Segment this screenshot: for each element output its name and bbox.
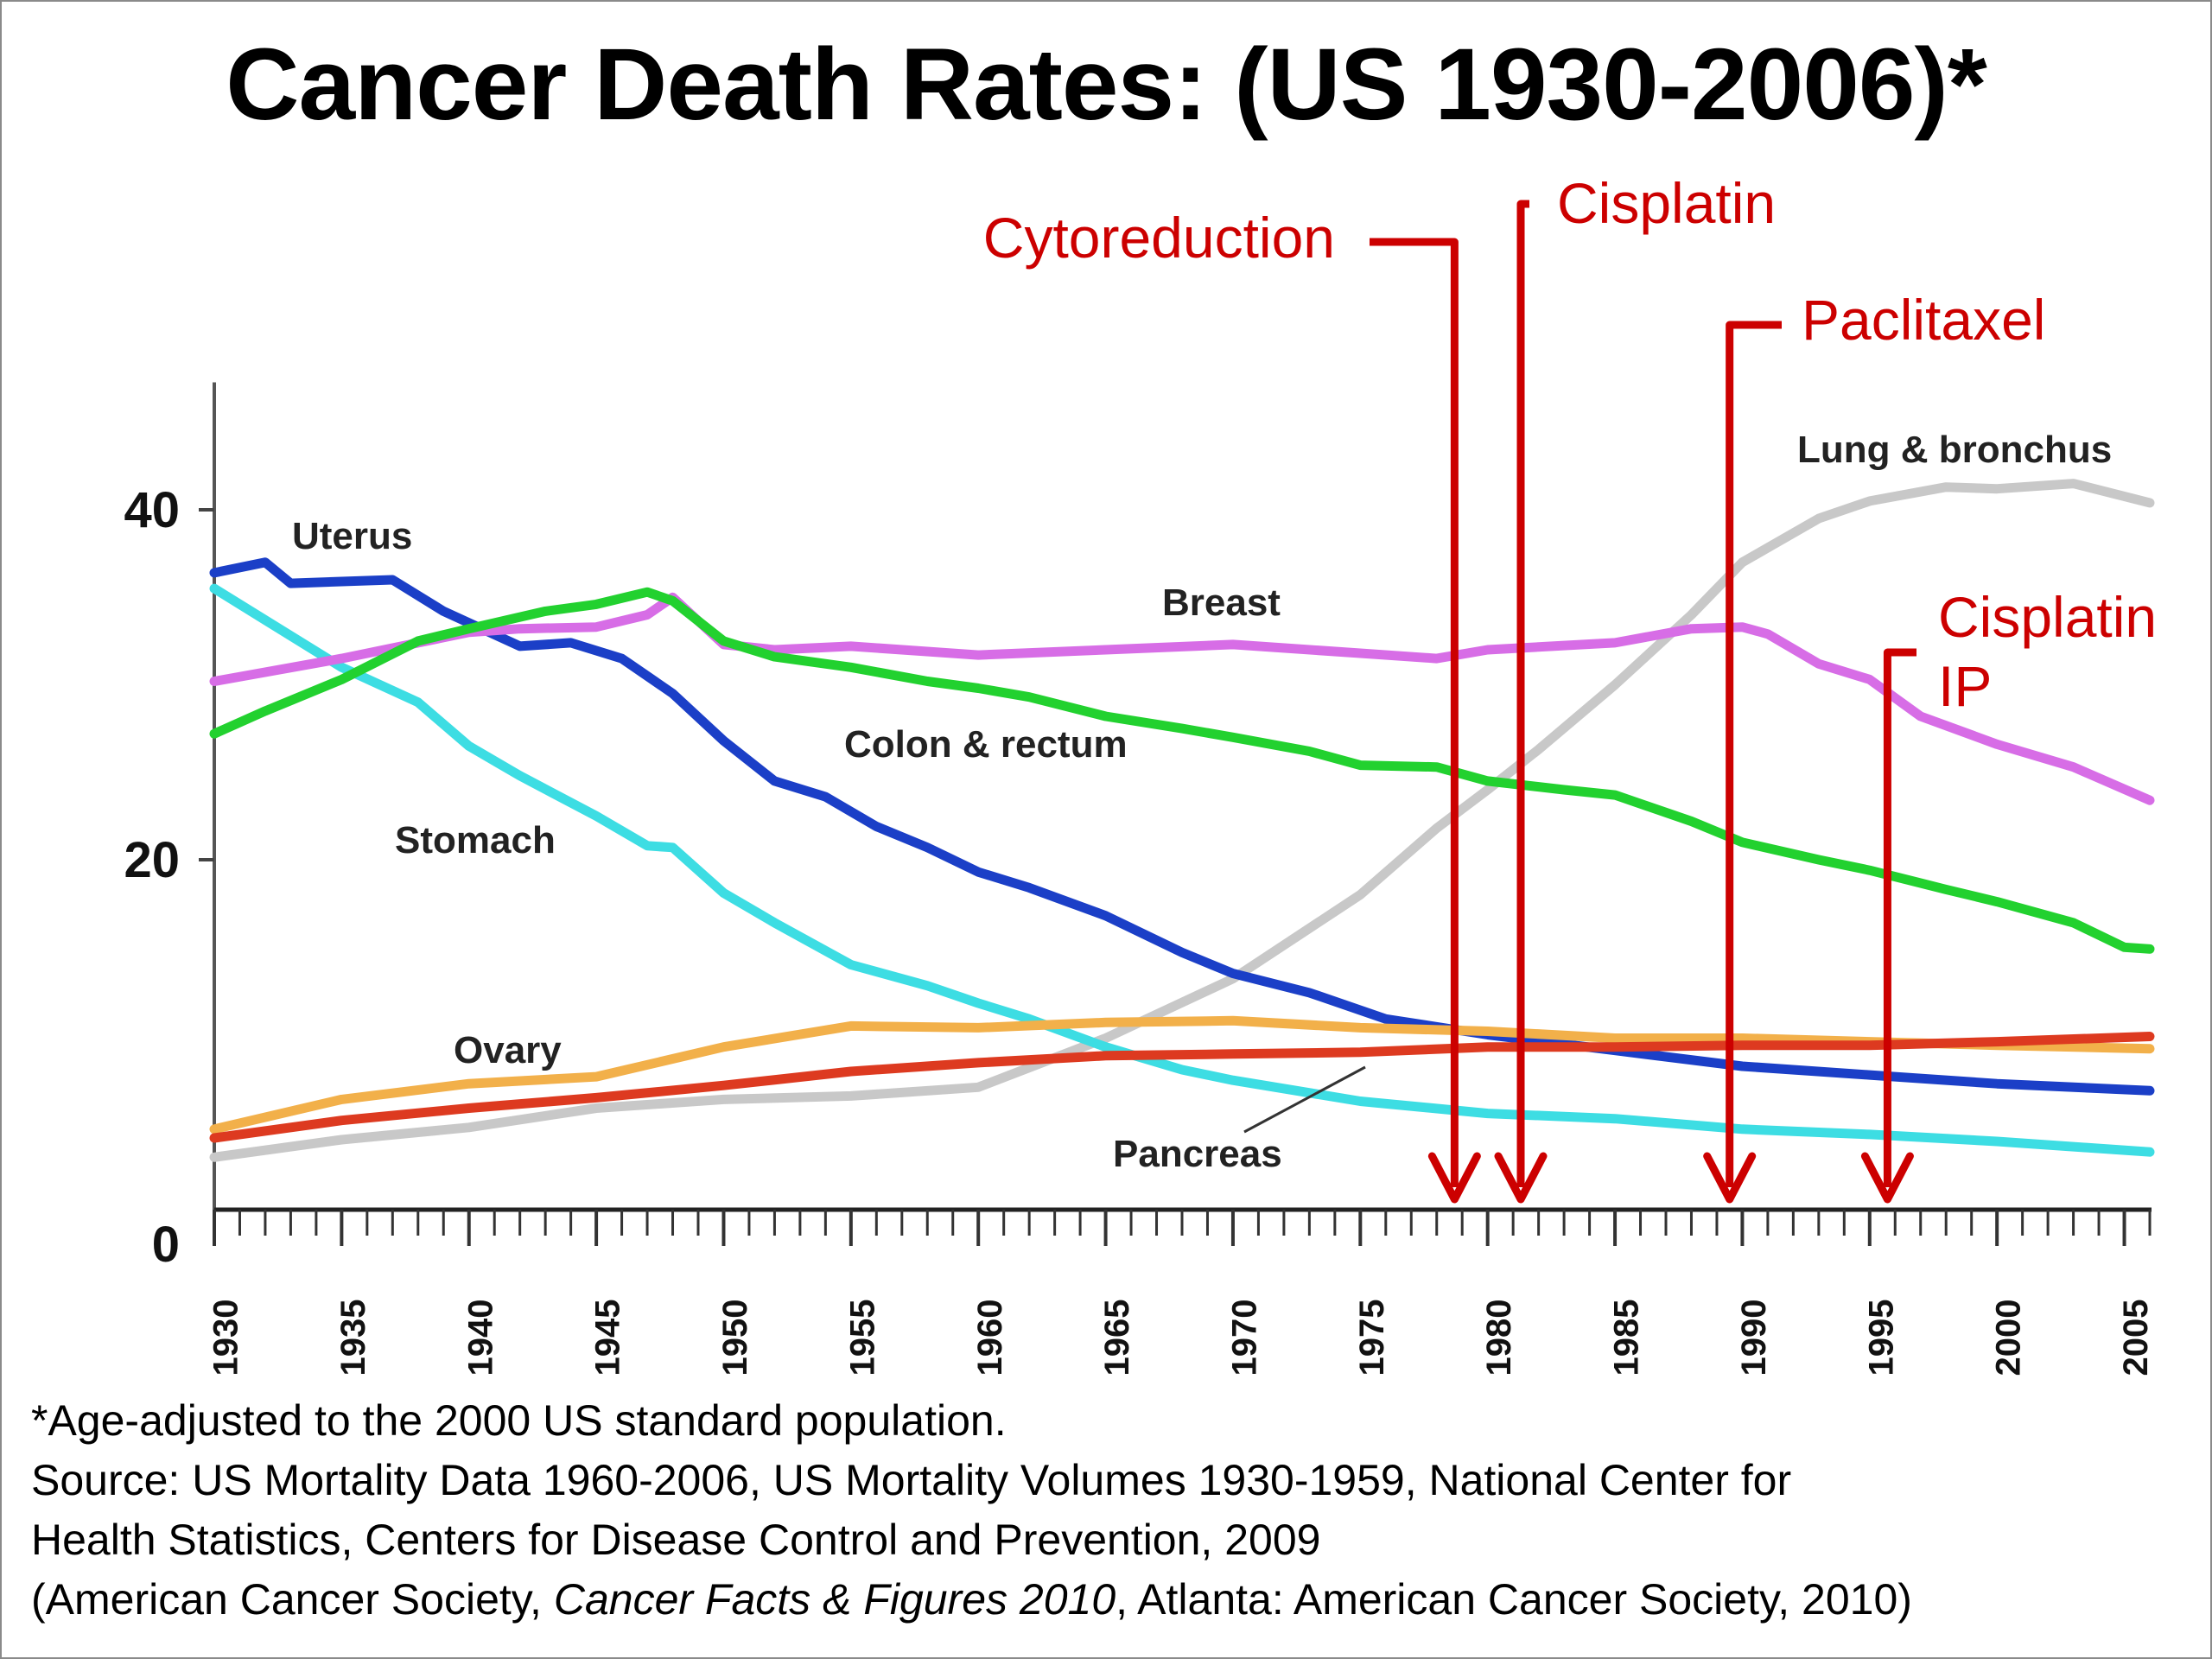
y-tick-label: 20 xyxy=(124,832,180,888)
annotation-arrow-head xyxy=(1703,1152,1757,1204)
x-tick-label: 1995 xyxy=(1862,1300,1900,1376)
x-tick-label: 1945 xyxy=(589,1300,627,1376)
series-label: Uterus xyxy=(292,515,412,557)
x-tick-label: 1970 xyxy=(1226,1300,1264,1376)
series-line-pancreas xyxy=(209,1032,2155,1143)
footnote-citation-post: , Atlanta: American Cancer Society, 2010… xyxy=(1116,1575,1912,1624)
footnote-line-3: Health Statistics, Centers for Disease C… xyxy=(31,1516,1321,1564)
x-tick-label: 1960 xyxy=(971,1300,1009,1376)
chart-annotations: Cytoreduction Cisplatin Paclitaxel Cisplati… xyxy=(983,171,2157,1204)
x-tick-label: 1965 xyxy=(1098,1300,1136,1376)
x-tick-label: 1955 xyxy=(843,1300,881,1376)
x-tick-label: 1950 xyxy=(716,1300,754,1376)
series-line-stomach xyxy=(209,583,2155,1157)
series-line-lung-bronchus xyxy=(209,479,2155,1162)
series-label: Ovary xyxy=(454,1029,562,1071)
x-tick-label: 1990 xyxy=(1735,1300,1773,1376)
x-tick-label: 1935 xyxy=(334,1300,372,1376)
y-tick-label: 0 xyxy=(152,1217,180,1273)
footnote-citation-pre: (American Cancer Society, xyxy=(31,1575,554,1624)
annotation-arrow-shaft xyxy=(1516,200,1529,1187)
series-line-ovary xyxy=(209,1015,2155,1135)
chart-series xyxy=(209,479,2155,1162)
x-tick-label: 2005 xyxy=(2117,1300,2155,1376)
series-label: Lung & bronchus xyxy=(1797,429,2112,471)
annotation-arrow-head xyxy=(1427,1152,1481,1204)
pancreas-label-pointer xyxy=(1243,1065,1366,1134)
page-title: Cancer Death Rates: (US 1930-2006)* xyxy=(226,28,1987,142)
annotation-arrow-head xyxy=(1494,1152,1548,1204)
annotation-label: Cytoreduction xyxy=(983,206,1335,270)
series-line-colon-rectum xyxy=(209,587,2155,954)
x-tick-label: 1980 xyxy=(1480,1300,1518,1376)
series-line-breast xyxy=(209,592,2155,805)
annotation-label: Cisplatin IP xyxy=(1938,585,2157,718)
y-tick-label: 40 xyxy=(124,482,180,538)
footnote-publication: Cancer Facts & Figures 2010 xyxy=(553,1575,1116,1624)
series-label: Colon & rectum xyxy=(844,723,1128,766)
footnote-line-1: *Age-adjusted to the 2000 US standard po… xyxy=(31,1396,1007,1445)
x-tick-label: 1975 xyxy=(1353,1300,1391,1376)
x-tick-label: 1985 xyxy=(1608,1300,1646,1376)
series-label: Breast xyxy=(1162,582,1281,624)
series-label: Stomach xyxy=(395,819,556,861)
chart-axes: 0 20 40 1930 1935 1940 1945 1950 1955 1960 1965 197… xyxy=(124,382,2155,1376)
footnote: *Age-adjusted to the 2000 US standard po… xyxy=(31,1391,2191,1630)
annotation-arrow-shaft xyxy=(1370,238,1459,1187)
annotation-arrow-shaft xyxy=(1726,321,1782,1187)
footnote-line-4: (American Cancer Society, Cancer Facts &… xyxy=(31,1570,2191,1630)
x-tick-label: 2000 xyxy=(1990,1300,2028,1376)
annotation-arrow-shaft xyxy=(1883,648,1916,1187)
chart-series-labels: Lung & bronchus Uterus Breast Colon & rectu… xyxy=(292,429,2112,1175)
x-tick-label: 1930 xyxy=(207,1300,245,1376)
annotation-label: Cisplatin xyxy=(1557,171,1776,235)
footnote-line-2: Source: US Mortality Data 1960-2006, US … xyxy=(31,1456,1792,1504)
annotation-label: Paclitaxel xyxy=(1802,288,2045,352)
x-tick-label: 1940 xyxy=(461,1300,499,1376)
series-label: Pancreas xyxy=(1113,1133,1282,1175)
annotation-arrow-head xyxy=(1860,1152,1914,1204)
line-chart: 0 20 40 1930 1935 1940 1945 1950 1955 1960 1965 197… xyxy=(124,171,2157,1376)
